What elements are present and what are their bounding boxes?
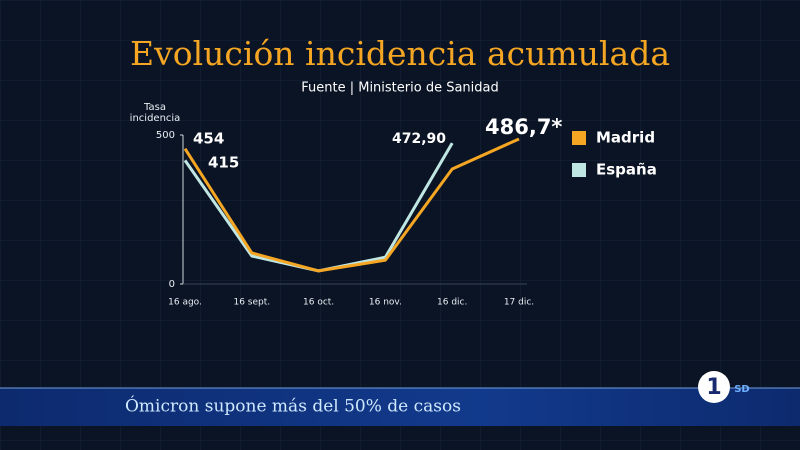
chart-title: Evolución incidencia acumulada <box>130 34 670 73</box>
channel-logo <box>698 371 730 403</box>
legend-swatch <box>572 131 586 145</box>
x-tick-label: 16 nov. <box>369 298 402 308</box>
data-label: 472,90 <box>392 131 446 147</box>
data-label: 486,7* <box>485 115 562 139</box>
legend-label: Madrid <box>596 129 655 147</box>
y-axis-label: Tasa incidencia <box>129 102 181 124</box>
x-tick-label: 16 ago. <box>168 298 202 308</box>
channel-label: SD <box>734 384 750 395</box>
x-tick-label: 16 dic. <box>437 298 467 308</box>
data-label: 454 <box>193 130 224 148</box>
series-line <box>183 137 520 273</box>
x-tick-label: 17 dic. <box>504 298 534 308</box>
channel-number: 1 <box>706 375 721 400</box>
ticker-band <box>0 388 800 426</box>
x-tick-label: 16 sept. <box>233 298 270 308</box>
x-tick-label: 16 oct. <box>303 298 334 308</box>
legend-label: España <box>596 161 657 179</box>
y-tick-label: 500 <box>156 130 175 141</box>
data-label: 415 <box>208 154 239 172</box>
y-tick-label: 0 <box>169 279 175 290</box>
ticker-text: Ómicron supone más del 50% de casos <box>125 396 461 417</box>
chart-subtitle: Fuente | Ministerio de Sanidad <box>301 81 499 96</box>
legend-swatch <box>572 163 586 177</box>
